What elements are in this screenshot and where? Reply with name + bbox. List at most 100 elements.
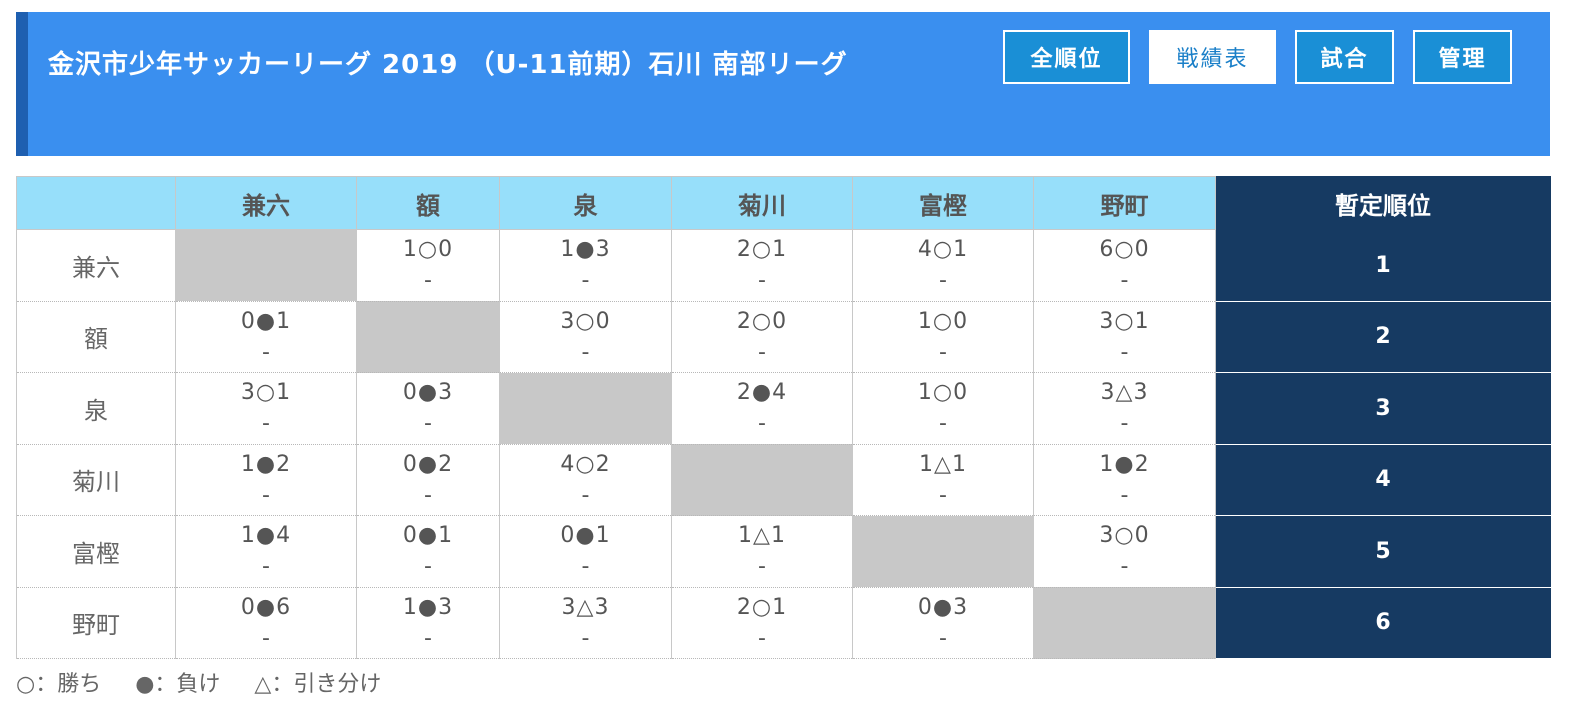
match-subtext: - xyxy=(758,625,766,651)
match-result-cell[interactable]: 2○1 - xyxy=(671,586,853,659)
match-score: 2●4 xyxy=(736,380,788,406)
match-score: 1●4 xyxy=(240,523,292,549)
column-header-provisional-rank: 暫定順位 xyxy=(1215,176,1551,230)
row-team-name: 野町 xyxy=(16,586,176,659)
match-score: 3○1 xyxy=(240,380,292,406)
table-row: 額 0●1 - 3○0 - 2○0 - 1○0 - 3○1 - 2 xyxy=(16,300,1551,373)
match-score: 1△1 xyxy=(738,523,786,549)
column-header-team: 富樫 xyxy=(852,176,1034,230)
match-result-cell[interactable]: 1●2 - xyxy=(1033,443,1216,516)
table-row: 兼六 1○0 - 1●3 - 2○1 - 4○1 - 6○0 - 1 xyxy=(16,229,1551,302)
match-score: 3△3 xyxy=(1100,380,1149,406)
nav-button-results-table[interactable]: 戦績表 xyxy=(1149,30,1276,84)
match-score: 3○1 xyxy=(1099,308,1150,334)
match-score: 0●2 xyxy=(402,451,454,477)
match-result-cell[interactable]: 0●2 - xyxy=(356,443,500,516)
match-subtext: - xyxy=(262,554,270,580)
provisional-rank-cell: 4 xyxy=(1215,443,1551,516)
match-subtext: - xyxy=(581,268,590,294)
match-subtext: - xyxy=(581,339,590,365)
match-subtext: - xyxy=(262,411,270,437)
league-results-table: 兼六 額 泉 菊川 富樫 野町 暫定順位 兼六 1○0-1●3-2○1-4○1-6… xyxy=(16,176,1551,659)
match-result-cell[interactable]: 0●3 - xyxy=(356,372,500,445)
column-header-team: 野町 xyxy=(1033,176,1216,230)
match-result-cell[interactable]: 1○0 - xyxy=(852,372,1034,445)
match-result-cell[interactable]: 4○2 - xyxy=(499,443,672,516)
match-score: 0●1 xyxy=(560,523,611,549)
provisional-rank-cell: 2 xyxy=(1215,300,1551,373)
table-row: 野町 0●6 - 1●3 - 3△3 - 2○1 - 0●3 - 6 xyxy=(16,586,1551,659)
match-score: 1●3 xyxy=(402,594,454,620)
match-score: 1○0 xyxy=(917,380,969,406)
corner-cell xyxy=(16,176,176,230)
match-result-cell[interactable]: 3△3 - xyxy=(1033,372,1216,445)
match-score: 1△1 xyxy=(919,451,967,477)
match-result-cell[interactable]: 3○0 - xyxy=(499,300,672,373)
match-score: 1●3 xyxy=(560,237,611,263)
match-score: 6○0 xyxy=(1099,237,1150,263)
row-team-name: 菊川 xyxy=(16,443,176,516)
match-score: 0●6 xyxy=(240,594,292,620)
row-team-name: 富樫 xyxy=(16,515,176,588)
column-header-team: 泉 xyxy=(499,176,672,230)
match-score: 2○1 xyxy=(736,237,788,263)
match-score: 2○1 xyxy=(736,594,788,620)
match-result-cell[interactable]: 1△1 - xyxy=(852,443,1034,516)
match-subtext: - xyxy=(424,268,432,294)
match-subtext: - xyxy=(758,339,766,365)
match-result-cell[interactable]: 1○0 - xyxy=(852,300,1034,373)
match-score: 0●1 xyxy=(240,308,292,334)
table-header-row: 兼六 額 泉 菊川 富樫 野町 暫定順位 xyxy=(16,176,1551,230)
row-team-name: 泉 xyxy=(16,372,176,445)
provisional-rank-cell: 6 xyxy=(1215,586,1551,659)
match-result-cell[interactable]: 4○1 - xyxy=(852,229,1034,302)
match-score: 0●3 xyxy=(917,594,969,620)
match-result-cell[interactable]: 1●4 - xyxy=(175,515,357,588)
match-result-cell[interactable]: 3○0 - xyxy=(1033,515,1216,588)
match-score: 4○2 xyxy=(560,451,611,477)
table-row: 泉 3○1 - 0●3 - 2●4 - 1○0 - 3△3 - 3 xyxy=(16,372,1551,445)
nav-button-admin[interactable]: 管理 xyxy=(1413,30,1512,84)
match-result-cell[interactable]: 3△3 - xyxy=(499,586,672,659)
match-result-cell[interactable]: 2○0 - xyxy=(671,300,853,373)
self-match-cell xyxy=(671,443,853,516)
match-result-cell[interactable]: 6○0 - xyxy=(1033,229,1216,302)
nav-button-all-rankings[interactable]: 全順位 xyxy=(1003,30,1130,84)
match-score: 1●2 xyxy=(1099,451,1150,477)
match-result-cell[interactable]: 0●1 - xyxy=(499,515,672,588)
column-header-team: 額 xyxy=(356,176,500,230)
match-subtext: - xyxy=(939,625,947,651)
match-subtext: - xyxy=(758,411,766,437)
table-row: 菊川 1●2 - 0●2 - 4○2 - 1△1 - 1●2 - 4 xyxy=(16,443,1551,516)
match-score: 1○0 xyxy=(402,237,454,263)
match-result-cell[interactable]: 1●2 - xyxy=(175,443,357,516)
match-result-cell[interactable]: 2○1 - xyxy=(671,229,853,302)
match-result-cell[interactable]: 0●1 - xyxy=(175,300,357,373)
column-header-team: 兼六 xyxy=(175,176,357,230)
match-subtext: - xyxy=(939,339,947,365)
match-result-cell[interactable]: 2●4 - xyxy=(671,372,853,445)
match-subtext: - xyxy=(424,482,432,508)
match-result-cell[interactable]: 0●3 - xyxy=(852,586,1034,659)
match-result-cell[interactable]: 3○1 - xyxy=(175,372,357,445)
self-match-cell xyxy=(852,515,1034,588)
match-subtext: - xyxy=(758,554,766,580)
match-result-cell[interactable]: 1●3 - xyxy=(356,586,500,659)
match-result-cell[interactable]: 1●3 - xyxy=(499,229,672,302)
page-title: 金沢市少年サッカーリーグ 2019 （U-11前期）石川 南部リーグ xyxy=(48,50,848,80)
match-result-cell[interactable]: 3○1 - xyxy=(1033,300,1216,373)
match-result-cell[interactable]: 1○0 - xyxy=(356,229,500,302)
match-subtext: - xyxy=(262,482,270,508)
provisional-rank-cell: 3 xyxy=(1215,372,1551,445)
match-subtext: - xyxy=(1120,268,1129,294)
match-subtext: - xyxy=(1120,411,1129,437)
match-result-cell[interactable]: 0●1 - xyxy=(356,515,500,588)
row-team-name: 兼六 xyxy=(16,229,176,302)
match-score: 2○0 xyxy=(736,308,788,334)
match-result-cell[interactable]: 0●6 - xyxy=(175,586,357,659)
match-score: 1○0 xyxy=(917,308,969,334)
nav-button-matches[interactable]: 試合 xyxy=(1295,30,1394,84)
match-result-cell[interactable]: 1△1 - xyxy=(671,515,853,588)
match-subtext: - xyxy=(581,554,590,580)
legend-draw: △：引き分け xyxy=(254,672,382,697)
